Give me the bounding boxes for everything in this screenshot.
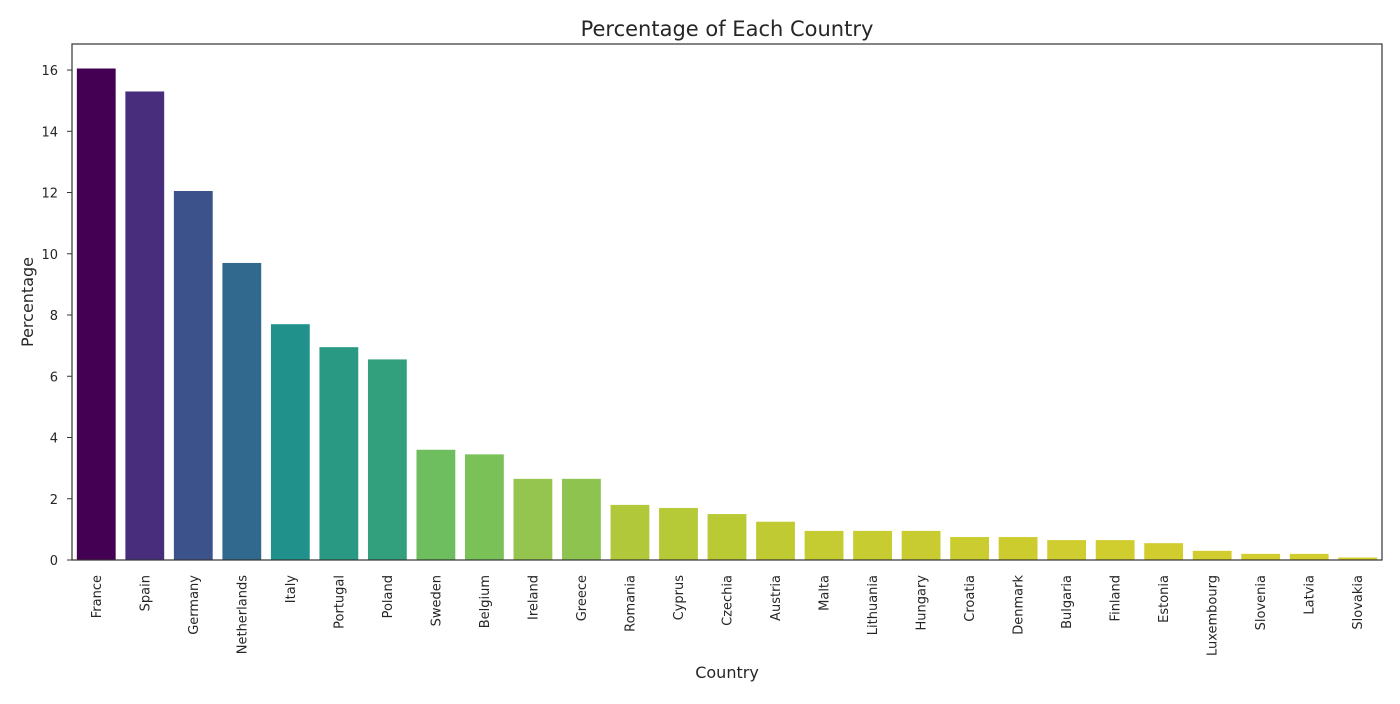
x-tick-label: Germany (187, 575, 202, 635)
x-tick-label: Poland (381, 575, 396, 618)
x-tick-label: Hungary (915, 575, 930, 631)
y-tick-label: 10 (41, 248, 58, 263)
bar-ireland (513, 478, 553, 560)
x-tick-label: Croatia (963, 575, 978, 622)
x-tick-label: Italy (284, 575, 299, 604)
bar-malta (804, 530, 844, 560)
bar-france (76, 68, 116, 560)
x-tick-label: Denmark (1012, 575, 1027, 635)
bar-bulgaria (1047, 540, 1087, 560)
bar-portugal (319, 347, 359, 560)
x-tick-label: Czechia (721, 575, 736, 626)
bar-finland (1095, 540, 1135, 560)
y-tick-label: 0 (50, 554, 58, 569)
bar-hungary (901, 530, 941, 560)
x-tick-label: Slovenia (1254, 575, 1269, 630)
y-tick-label: 12 (41, 187, 58, 202)
x-tick-label: Latvia (1303, 575, 1318, 615)
x-tick-label: Sweden (429, 575, 444, 626)
bar-cyprus (659, 507, 698, 560)
x-tick-label: Belgium (478, 575, 493, 628)
x-tick-label: Austria (769, 575, 784, 621)
bar-romania (610, 504, 650, 560)
bar-sweden (416, 449, 456, 560)
y-axis-ticks: 0 2 4 6 8 10 12 14 16 (41, 64, 72, 569)
bar-spain (125, 91, 165, 560)
x-tick-label: Romania (623, 575, 638, 632)
bar-luxembourg (1192, 550, 1232, 560)
bars-group (76, 68, 1378, 561)
y-tick-label: 4 (50, 432, 58, 447)
plot-frame (71, 43, 1383, 561)
x-tick-label: Lithuania (866, 575, 881, 635)
bar-estonia (1144, 543, 1184, 560)
x-tick-label: Luxembourg (1206, 575, 1221, 656)
x-tick-label: Greece (575, 575, 590, 621)
chart-title: Percentage of Each Country (581, 17, 874, 41)
bar-latvia (1289, 553, 1329, 560)
x-tick-label: France (90, 575, 105, 618)
x-tick-label: Netherlands (235, 575, 250, 654)
bar-germany (173, 190, 213, 561)
bar-poland (367, 359, 407, 560)
x-tick-label: Cyprus (672, 575, 687, 621)
bar-slovakia (1338, 557, 1378, 560)
y-tick-label: 6 (50, 370, 58, 385)
bar-netherlands (222, 262, 262, 560)
x-tick-label: Portugal (332, 575, 347, 629)
x-axis-label: Country (695, 663, 759, 682)
y-tick-label: 8 (50, 309, 58, 324)
bar-italy (270, 324, 310, 560)
y-tick-label: 14 (41, 125, 58, 140)
x-tick-label: Spain (138, 575, 153, 611)
x-tick-label: Ireland (526, 575, 541, 620)
x-tick-label: Estonia (1157, 575, 1172, 623)
y-tick-label: 16 (41, 64, 58, 79)
bar-belgium (465, 454, 504, 560)
y-tick-label: 2 (50, 493, 58, 508)
bar-denmark (998, 537, 1038, 560)
x-tick-label: Slovakia (1351, 575, 1366, 630)
x-tick-label: Finland (1109, 575, 1124, 621)
bar-czechia (707, 514, 747, 560)
bar-austria (756, 521, 795, 560)
y-axis-label: Percentage (18, 257, 37, 347)
x-tick-label: Bulgaria (1060, 575, 1075, 629)
bar-greece (562, 478, 601, 560)
x-tick-label: Malta (818, 575, 833, 611)
bar-lithuania (853, 530, 892, 560)
x-axis-ticks: France Spain Germany Netherlands Italy Portug… (90, 575, 1366, 656)
bar-slovenia (1241, 553, 1281, 560)
bar-croatia (950, 537, 989, 560)
